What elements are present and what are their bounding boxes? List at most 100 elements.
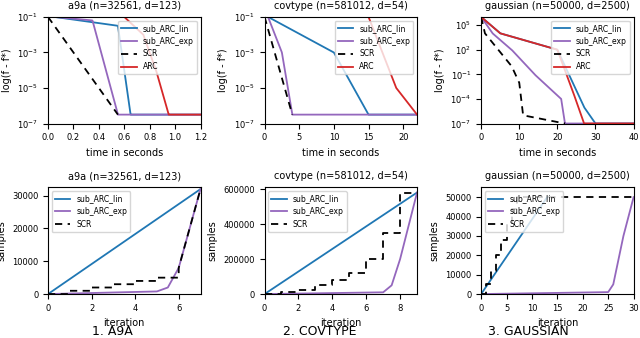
SCR — [294, 288, 302, 292]
SCR — [284, 95, 291, 99]
SCR — [518, 195, 525, 199]
SCR — [294, 290, 302, 294]
ARC — [351, 15, 359, 19]
SCR — [477, 292, 485, 296]
Text: 2. COVTYPE: 2. COVTYPE — [284, 324, 356, 338]
sub_ARC_exp — [118, 113, 125, 117]
ARC — [44, 15, 52, 19]
ARC — [333, 15, 341, 19]
Text: 1. A9A: 1. A9A — [92, 324, 132, 338]
SCR — [175, 266, 182, 270]
SCR — [78, 62, 86, 66]
SCR — [66, 289, 74, 293]
sub_ARC_lin — [343, 74, 351, 78]
ARC — [477, 15, 485, 19]
sub_ARC_lin — [127, 112, 134, 116]
Y-axis label: samples: samples — [0, 220, 6, 261]
sub_ARC_exp — [630, 121, 637, 125]
ARC — [193, 113, 201, 117]
sub_ARC_exp — [333, 113, 341, 117]
X-axis label: iteration: iteration — [320, 318, 362, 328]
SCR — [288, 110, 296, 114]
SCR — [559, 121, 567, 125]
SCR — [502, 222, 510, 226]
SCR — [362, 271, 370, 275]
SCR — [276, 68, 284, 72]
SCR — [113, 110, 120, 114]
Y-axis label: log(f - f*): log(f - f*) — [2, 48, 12, 92]
sub_ARC_exp — [550, 90, 557, 94]
sub_ARC_lin — [410, 113, 417, 117]
SCR — [109, 282, 117, 286]
SCR — [86, 73, 93, 77]
Legend: sub_ARC_lin, sub_ARC_exp, SCR: sub_ARC_lin, sub_ARC_exp, SCR — [485, 191, 563, 232]
sub_ARC_exp — [164, 286, 172, 290]
Line: SCR: SCR — [48, 189, 200, 294]
sub_ARC_exp — [127, 113, 134, 117]
X-axis label: iteration: iteration — [104, 318, 145, 328]
sub_ARC_exp — [627, 121, 634, 125]
sub_ARC_lin — [550, 47, 558, 51]
sub_ARC_lin — [386, 113, 394, 117]
sub_ARC_lin — [170, 113, 177, 117]
sub_ARC_lin — [477, 15, 485, 19]
SCR — [380, 257, 387, 261]
Title: a9a (n=32561, d=123): a9a (n=32561, d=123) — [68, 171, 181, 181]
ARC — [127, 21, 134, 25]
SCR — [523, 114, 531, 118]
sub_ARC_exp — [260, 292, 268, 296]
sub_ARC_exp — [175, 266, 182, 270]
SCR — [274, 61, 282, 65]
SCR — [82, 68, 90, 72]
Line: sub_ARC_lin: sub_ARC_lin — [48, 17, 200, 115]
sub_ARC_exp — [352, 113, 360, 117]
ARC — [550, 47, 557, 51]
Line: sub_ARC_lin: sub_ARC_lin — [481, 17, 634, 123]
Legend: sub_ARC_lin, sub_ARC_exp, SCR: sub_ARC_lin, sub_ARC_exp, SCR — [268, 191, 347, 232]
SCR — [483, 282, 490, 286]
SCR — [523, 195, 531, 199]
SCR — [88, 289, 95, 293]
SCR — [630, 195, 637, 199]
SCR — [289, 113, 296, 117]
ARC — [118, 15, 125, 19]
Line: SCR: SCR — [264, 193, 417, 294]
sub_ARC_exp — [630, 195, 637, 199]
Title: gaussian (n=50000, d=2500): gaussian (n=50000, d=2500) — [485, 1, 630, 10]
Line: sub_ARC_exp: sub_ARC_exp — [264, 17, 417, 115]
SCR — [561, 121, 569, 125]
sub_ARC_exp — [260, 15, 268, 19]
ARC — [343, 15, 351, 19]
sub_ARC_exp — [477, 292, 485, 296]
SCR — [497, 253, 505, 257]
SCR — [493, 253, 500, 257]
Y-axis label: samples: samples — [429, 220, 440, 261]
sub_ARC_exp — [477, 15, 485, 19]
sub_ARC_lin — [118, 48, 125, 52]
sub_ARC_exp — [386, 113, 394, 117]
sub_ARC_exp — [135, 113, 143, 117]
SCR — [66, 292, 74, 296]
sub_ARC_exp — [413, 191, 421, 195]
ARC — [627, 121, 634, 125]
Line: SCR: SCR — [481, 17, 565, 123]
Line: sub_ARC_exp: sub_ARC_exp — [481, 17, 634, 123]
SCR — [196, 187, 204, 191]
SCR — [260, 292, 268, 296]
sub_ARC_lin — [351, 89, 359, 93]
Line: SCR: SCR — [481, 197, 634, 294]
sub_ARC_exp — [196, 187, 204, 191]
sub_ARC_exp — [44, 15, 52, 19]
SCR — [77, 61, 85, 65]
sub_ARC_lin — [550, 47, 557, 51]
ARC — [410, 108, 417, 112]
ARC — [386, 69, 394, 73]
ARC — [170, 113, 177, 117]
sub_ARC_exp — [388, 283, 396, 287]
sub_ARC_lin — [334, 58, 342, 62]
X-axis label: time in seconds: time in seconds — [86, 148, 163, 158]
SCR — [328, 283, 336, 287]
SCR — [493, 269, 500, 273]
sub_ARC_exp — [153, 289, 161, 293]
ARC — [260, 15, 268, 19]
